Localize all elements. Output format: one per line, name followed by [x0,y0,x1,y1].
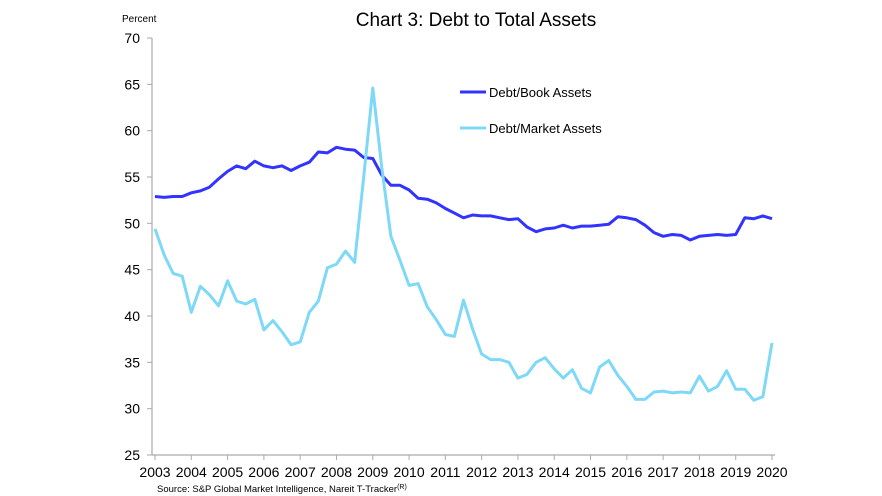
source-text: Source: S&P Global Market Intelligence, … [157,484,397,495]
source-superscript: (R) [397,484,407,491]
series-line-debt-book-assets [154,145,773,242]
series-line-debt-market-assets [153,86,774,402]
y-tick-label: 50 [124,215,140,231]
legend: Debt/Book Assets Debt/Market Assets [460,85,602,136]
x-tick-label: 2003 [139,464,170,480]
x-tick-label: 2016 [611,464,642,480]
x-tick-label: 2013 [502,464,533,480]
x-tick-label: 2009 [357,464,388,480]
x-tick-label: 2008 [321,464,352,480]
x-tick-label: 2015 [575,464,606,480]
x-tick-label: 2010 [393,464,424,480]
x-tick-label: 2011 [430,464,460,480]
y-tick-label: 70 [124,30,140,46]
source-note: Source: S&P Global Market Intelligence, … [157,484,407,495]
x-tick-label: 2004 [176,464,207,480]
x-tick-label: 2007 [285,464,316,480]
x-tick-label: 2006 [248,464,279,480]
chart-title: Chart 3: Debt to Total Assets [356,10,596,31]
x-tick-label: 2014 [539,464,570,480]
y-tick-label: 30 [124,401,140,417]
x-tick-label: 2019 [720,464,751,480]
legend-label-market: Debt/Market Assets [489,121,602,136]
y-axis-label: Percent [122,14,157,25]
x-tick-label: 2017 [648,464,679,480]
x-tick-label: 2018 [684,464,715,480]
y-tick-label: 60 [124,123,140,139]
x-tick-label: 2020 [756,464,787,480]
y-tick-label: 65 [124,76,140,92]
y-tick-label: 35 [124,354,140,370]
y-tick-label: 40 [124,308,140,324]
y-tick-label: 55 [124,169,140,185]
x-tick-label: 2012 [466,464,497,480]
y-tick-label: 45 [124,262,140,278]
legend-label-book: Debt/Book Assets [489,85,592,100]
x-tick-label: 2005 [212,464,243,480]
y-tick-label: 25 [124,447,140,463]
